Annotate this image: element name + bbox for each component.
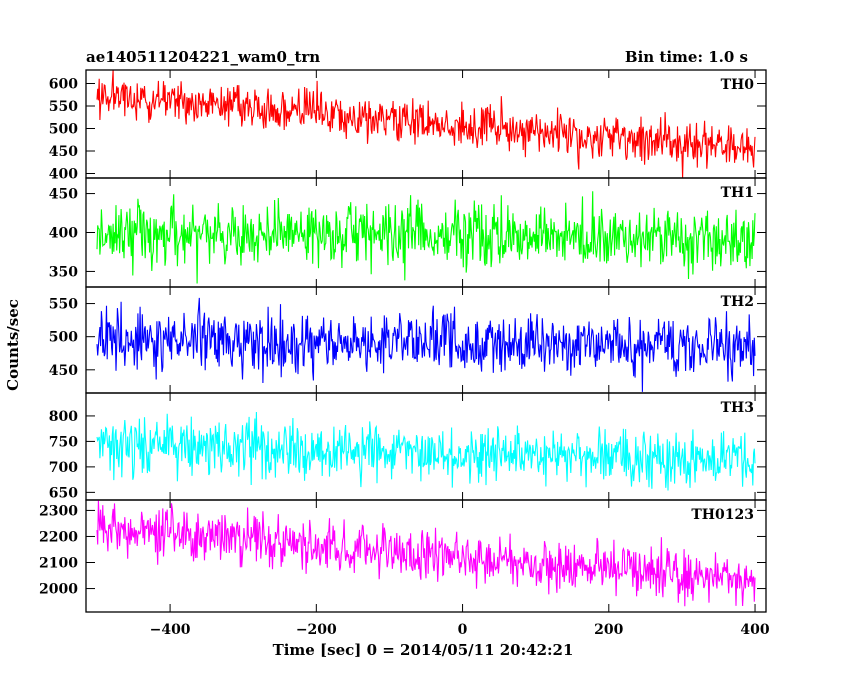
x-tick-label: 400 xyxy=(740,622,769,638)
series-line-th0123 xyxy=(96,499,756,607)
x-tick-label: 200 xyxy=(594,622,623,638)
y-tick-label: 2200 xyxy=(39,529,78,545)
panel-label-th2: TH2 xyxy=(721,294,754,310)
x-tick-label: 0 xyxy=(458,622,468,638)
series-line-th1 xyxy=(96,191,756,284)
panel-label-th3: TH3 xyxy=(721,400,754,416)
y-tick-label: 550 xyxy=(49,99,78,115)
y-tick-label: 700 xyxy=(49,460,78,476)
bin-time-label: Bin time: 1.0 s xyxy=(625,48,748,66)
y-tick-label: 450 xyxy=(49,144,78,160)
y-tick-label: 650 xyxy=(49,485,78,501)
series-line-th3 xyxy=(96,411,756,491)
series-line-th2 xyxy=(96,297,756,392)
panels-group: 400 450 500 550 600 TH0 350 400 450 TH1 450 500 550 T… xyxy=(39,69,770,638)
y-tick-label: 750 xyxy=(49,434,78,450)
y-tick-label: 400 xyxy=(49,226,78,242)
y-tick-label: 450 xyxy=(49,187,78,203)
y-tick-label: 800 xyxy=(49,409,78,425)
series-line-th0 xyxy=(96,69,756,179)
y-axis-label: Counts/sec xyxy=(4,299,22,391)
y-tick-label: 500 xyxy=(49,330,78,346)
y-tick-label: 2100 xyxy=(39,556,78,572)
panel-label-th1: TH1 xyxy=(721,185,754,201)
chart-title: ae140511204221_wam0_trn xyxy=(86,48,320,66)
x-tick-label: −400 xyxy=(150,622,191,638)
x-tick-label: −200 xyxy=(296,622,337,638)
y-tick-label: 550 xyxy=(49,297,78,313)
y-tick-label: 400 xyxy=(49,167,78,183)
y-tick-label: 350 xyxy=(49,264,78,280)
y-tick-label: 2300 xyxy=(39,503,78,519)
x-axis-label: Time [sec] 0 = 2014/05/11 20:42:21 xyxy=(273,641,574,659)
panel-label-th0: TH0 xyxy=(721,77,755,93)
y-tick-label: 450 xyxy=(49,363,78,379)
panel-frame-th0 xyxy=(85,69,767,179)
panel-label-th0123: TH0123 xyxy=(691,507,754,523)
y-tick-label: 500 xyxy=(49,122,78,138)
y-tick-label: 600 xyxy=(49,77,78,93)
y-tick-label: 2000 xyxy=(39,582,78,598)
panel-frame-th0123 xyxy=(85,499,767,613)
